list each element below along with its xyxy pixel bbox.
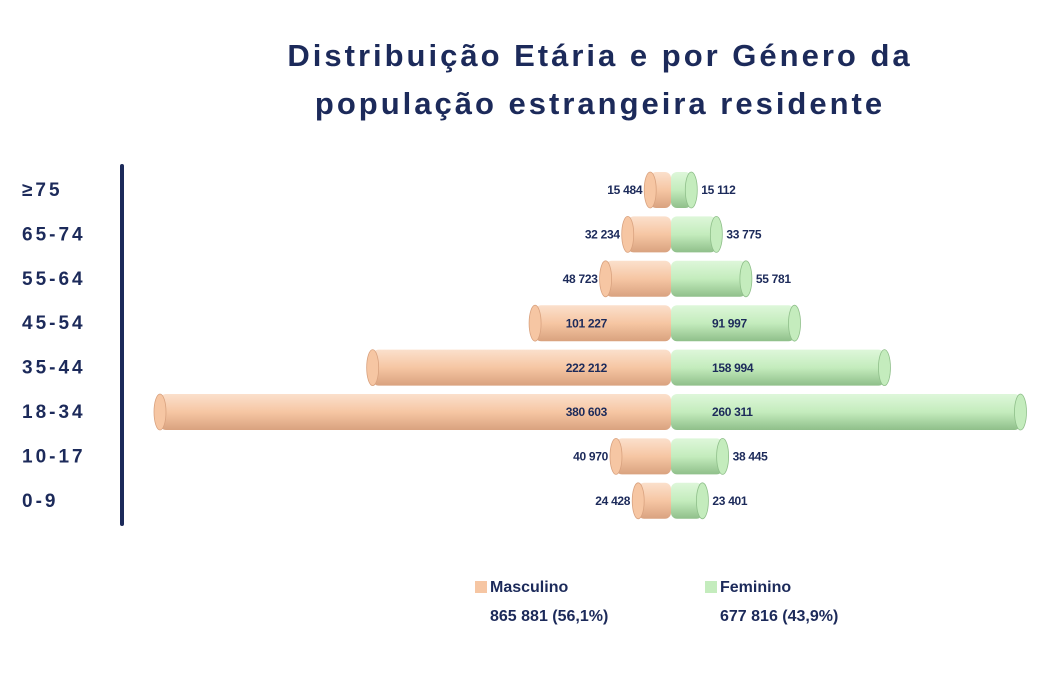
bar	[605, 260, 671, 297]
bar	[372, 349, 671, 386]
legend-note: 677 816 (43,9%)	[720, 608, 838, 625]
y-tick-label: 65-74	[22, 224, 86, 245]
legend-swatch	[705, 581, 717, 593]
y-tick-label: ≥75	[22, 180, 63, 201]
value-label: 101 227	[566, 316, 608, 330]
value-label: 32 234	[585, 228, 621, 242]
y-tick-label: 55-64	[22, 269, 86, 290]
bar	[671, 260, 746, 297]
bar-cap	[739, 260, 753, 298]
value-label: 15 484	[607, 183, 643, 197]
bar-cap	[643, 171, 657, 209]
bar-cap	[1014, 393, 1027, 431]
bar-cap	[878, 349, 891, 387]
value-label: 15 112	[701, 183, 736, 197]
bar-cap	[599, 260, 612, 298]
bar-cap	[528, 304, 542, 342]
value-label: 55 781	[756, 272, 792, 286]
y-tick-label: 35-44	[22, 358, 86, 379]
chart-title: população estrangeira residente	[315, 86, 885, 121]
bar	[671, 394, 1021, 430]
bar-cap	[684, 171, 698, 209]
y-tick-label: 10-17	[22, 446, 86, 467]
bar-cap	[788, 304, 801, 342]
value-label: 33 775	[726, 228, 762, 242]
y-tick-label: 18-34	[22, 402, 86, 423]
bar-cap	[716, 437, 730, 475]
bar-cap	[631, 482, 645, 520]
value-label: 260 311	[712, 405, 753, 419]
value-label: 222 212	[566, 361, 608, 375]
legend-note: 865 881 (56,1%)	[490, 608, 608, 625]
bar	[671, 305, 795, 342]
bar	[615, 438, 671, 475]
y-tick-label: 45-54	[22, 313, 86, 334]
bar	[535, 305, 671, 342]
value-label: 158 994	[712, 361, 754, 375]
bar-cap	[366, 349, 380, 387]
value-label: 48 723	[563, 272, 599, 286]
y-tick-label: 0-9	[22, 491, 58, 512]
value-label: 24 428	[595, 494, 631, 508]
value-label: 23 401	[712, 494, 748, 508]
bar	[671, 482, 703, 519]
legend-label: Masculino	[490, 579, 568, 596]
value-label: 380 603	[566, 405, 608, 419]
bar-cap	[621, 215, 635, 253]
bar	[671, 349, 885, 386]
value-label: 38 445	[733, 450, 769, 464]
legend-swatch	[475, 581, 487, 593]
value-label: 91 997	[712, 316, 748, 330]
chart-title: Distribuição Etária e por Género da	[287, 38, 912, 73]
bar-cap	[609, 437, 623, 475]
bar	[671, 216, 717, 253]
bar	[671, 438, 723, 475]
bar-cap	[153, 393, 167, 431]
bar-cap	[696, 482, 709, 520]
bar-cap	[709, 215, 723, 253]
bar	[160, 394, 671, 430]
bar	[638, 482, 671, 519]
bar	[627, 216, 671, 253]
legend-label: Feminino	[720, 579, 791, 596]
value-label: 40 970	[573, 450, 609, 464]
